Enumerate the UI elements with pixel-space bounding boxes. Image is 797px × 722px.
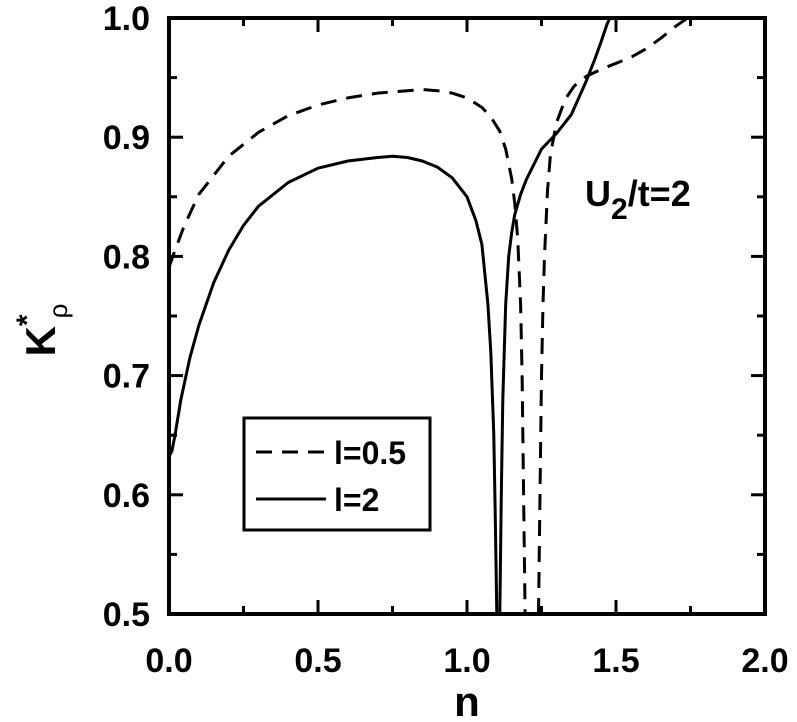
x-tick-label: 0.0 bbox=[145, 642, 192, 680]
svg-text:K*ρ: K*ρ bbox=[11, 304, 73, 357]
annotation-rest: /t=2 bbox=[628, 173, 691, 214]
y-tick-label: 0.7 bbox=[103, 358, 150, 396]
series-line-1-segment-1 bbox=[169, 88, 527, 614]
parameter-annotation: U2/t=2 bbox=[585, 173, 691, 226]
series-line-2-segment-2 bbox=[498, 18, 612, 614]
x-tick-label: 0.5 bbox=[294, 642, 341, 680]
legend-label-series-2: l=2 bbox=[334, 482, 379, 518]
plot-frame bbox=[167, 16, 767, 616]
x-tick-labels: 0.0 0.5 1.0 1.5 2.0 bbox=[145, 642, 788, 680]
annotation-subscript: 2 bbox=[611, 193, 628, 226]
y-tick-label: 0.5 bbox=[103, 596, 150, 634]
legend-box bbox=[242, 416, 432, 532]
y-axis-title-main: K bbox=[17, 326, 64, 356]
y-axis-title-subscript: ρ bbox=[43, 304, 73, 319]
x-tick-label: 2.0 bbox=[741, 642, 788, 680]
y-tick-labels: 0.5 0.6 0.7 0.8 0.9 1.0 bbox=[103, 0, 150, 634]
series-lines bbox=[169, 18, 689, 614]
series-line-1-segment-2 bbox=[537, 18, 689, 614]
x-tick-label: 1.0 bbox=[443, 642, 490, 680]
x-axis-title: n bbox=[454, 678, 480, 722]
series-line-2-segment-1 bbox=[169, 154, 499, 614]
legend: l=0.5 l=2 bbox=[242, 416, 432, 532]
legend-label-series-1: l=0.5 bbox=[334, 435, 406, 471]
y-tick-label: 0.9 bbox=[103, 119, 150, 157]
y-axis-title: K*ρ bbox=[11, 304, 73, 357]
annotation-main: U bbox=[585, 173, 611, 214]
x-tick-label: 1.5 bbox=[592, 642, 639, 680]
y-tick-label: 0.6 bbox=[103, 477, 150, 515]
y-tick-label: 0.8 bbox=[103, 238, 150, 276]
y-axis-title-superscript: * bbox=[11, 314, 44, 326]
y-tick-label: 1.0 bbox=[103, 0, 150, 38]
